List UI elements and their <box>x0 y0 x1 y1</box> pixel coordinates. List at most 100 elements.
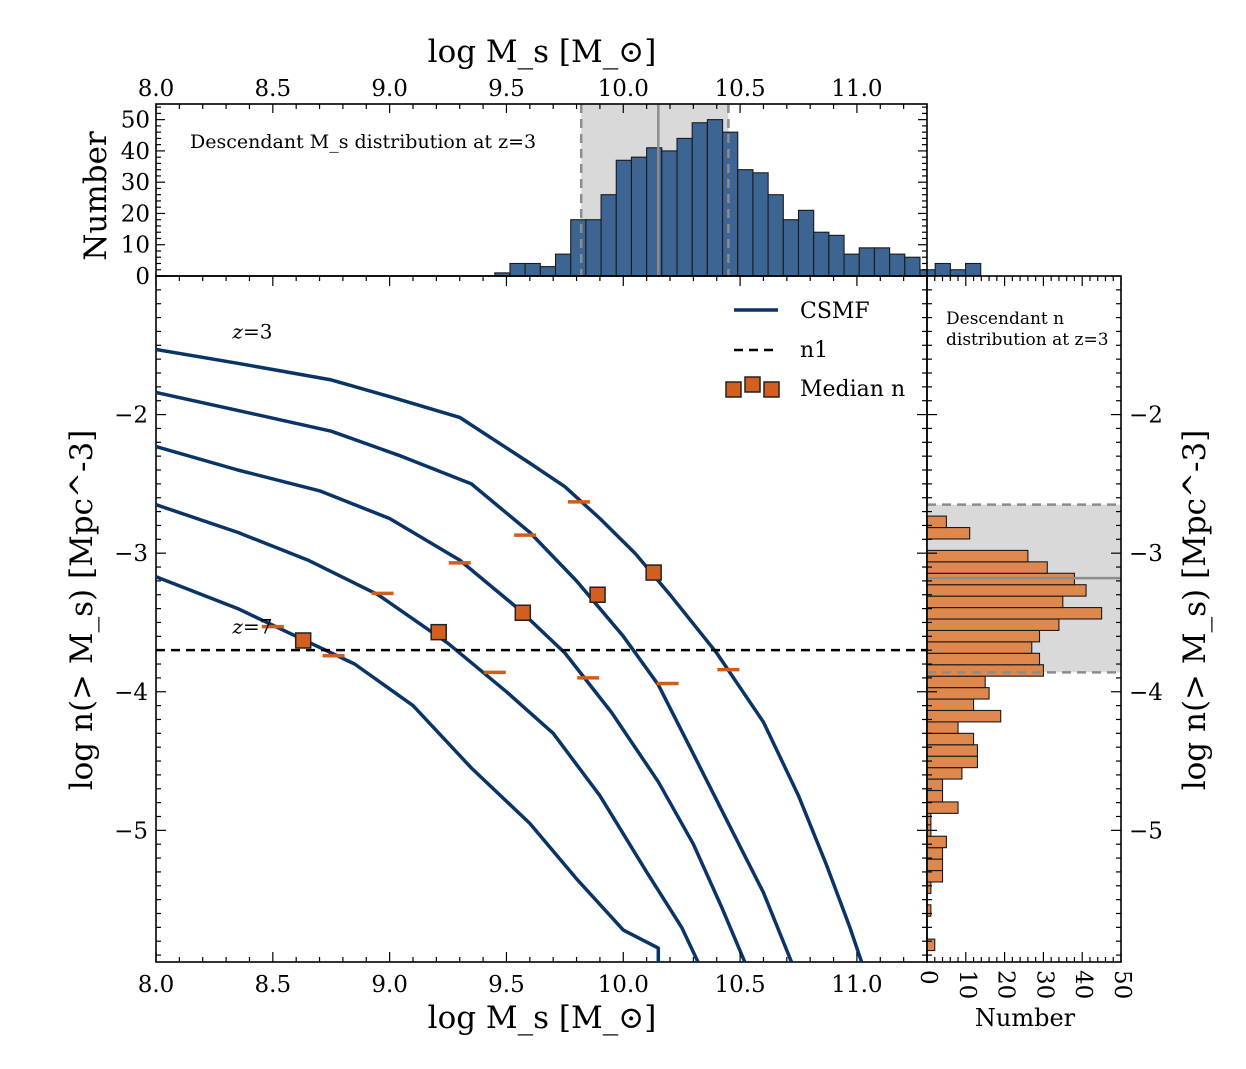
legend: CSMF n1 Median n <box>725 299 905 402</box>
top-hist-bar <box>600 194 617 277</box>
right-y-tick-label: −4 <box>1129 680 1163 706</box>
main-x-tick-label: 9.0 <box>371 972 408 998</box>
right-hist-bar <box>926 732 975 746</box>
top-y-tick-label: 50 <box>121 108 150 134</box>
csmf-curve-2 <box>156 390 794 962</box>
median-n-marker <box>589 586 606 603</box>
top-hist-bar <box>570 219 587 277</box>
right-hist-bar <box>926 789 944 803</box>
top-histogram-panel: 8.0 8.5 9.0 9.5 10.0 10.5 11.0 0 10 20 30 40 50 <box>121 76 982 290</box>
csmf-curve-5 <box>156 575 661 962</box>
top-hist-bar <box>737 169 754 277</box>
top-hist-bar <box>691 122 708 277</box>
top-y-tick-label: 40 <box>121 139 150 165</box>
csmf-curve-1 <box>156 347 864 962</box>
main-x-tick-label: 8.5 <box>255 972 292 998</box>
right-hist-bar <box>926 607 1103 620</box>
right-hist-bar <box>926 629 1041 643</box>
top-hist-bar <box>722 131 739 277</box>
right-y-tick-label: −3 <box>1129 541 1163 567</box>
legend-median-swatch-2 <box>744 376 761 393</box>
main-x-tick-label: 8.0 <box>138 972 175 998</box>
right-hist-bar <box>926 652 1041 666</box>
csmf-curve-4 <box>156 503 700 962</box>
right-y-tick-label: −5 <box>1129 818 1163 844</box>
right-y-tick-label: −2 <box>1129 403 1163 429</box>
median-n-marker <box>645 564 662 581</box>
top-hist-bar <box>752 172 769 277</box>
main-y-tick-label: −4 <box>114 680 148 706</box>
curve-annotation: z=7 <box>231 615 272 639</box>
top-hist-bar <box>828 234 845 277</box>
main-x-tick-label: 11.0 <box>831 972 882 998</box>
top-y-tick-label: 10 <box>121 233 150 259</box>
top-hist-bar <box>524 262 541 277</box>
legend-csmf-label: CSMF <box>800 299 870 324</box>
median-n-marker <box>430 623 447 641</box>
right-hist-bar <box>926 595 1064 609</box>
right-frame <box>926 275 1122 963</box>
legend-n1-label: n1 <box>800 338 828 363</box>
top-hist-bar <box>630 156 648 277</box>
right-panel-title-line2: distribution at z=3 <box>946 330 1109 350</box>
main-clipped-layer <box>156 347 927 962</box>
top-hist-bar <box>934 262 951 277</box>
right-hist-bar <box>926 801 959 814</box>
main-y-axis-label: log n(> M_s) [Mpc^-3] <box>64 430 100 791</box>
right-hist-bar <box>926 561 1048 574</box>
top-x-tick-label: 9.0 <box>371 76 408 102</box>
right-hist-bar <box>926 641 1033 654</box>
right-hist-bar <box>926 526 971 540</box>
right-x-tick-label: 0 <box>915 970 941 985</box>
right-hist-bar <box>926 687 990 700</box>
main-y-tick-label: −5 <box>114 818 148 844</box>
curve-annotation: z=3 <box>231 319 272 343</box>
top-hist-bar <box>964 262 982 277</box>
top-x-axis-label: log M_s [M_⊙] <box>428 34 657 70</box>
top-hist-bar <box>706 119 724 277</box>
top-y-tick-label: 20 <box>121 201 150 227</box>
main-x-tick-label: 10.5 <box>714 972 765 998</box>
legend-median-swatch-1 <box>725 381 742 398</box>
right-hist-bar <box>926 847 944 860</box>
right-hist-bar <box>926 835 947 849</box>
top-hist-bar <box>949 269 967 277</box>
right-hist-bar <box>926 744 978 757</box>
main-x-tick-label: 9.5 <box>488 972 525 998</box>
top-x-tick-label: 11.0 <box>831 76 882 102</box>
top-hist-bar <box>813 231 830 277</box>
top-hist-bar <box>889 253 906 277</box>
right-x-tick-label: 50 <box>1109 970 1135 999</box>
right-hist-bar <box>926 767 963 780</box>
top-y-tick-label: 0 <box>135 264 150 290</box>
top-panel-title: Descendant M_s distribution at z=3 <box>190 131 536 153</box>
right-hist-bar <box>926 698 975 712</box>
legend-median-swatch-3 <box>763 381 780 398</box>
right-hist-bar <box>926 618 1060 631</box>
right-histogram-panel: 0 10 20 30 40 50 −2 −3 −4 −5 <box>915 275 1163 999</box>
top-hist-bar <box>554 253 572 277</box>
right-hist-bar <box>926 664 1044 677</box>
csmf-curve-3 <box>156 444 747 962</box>
right-x-axis-label: Number <box>975 1004 1076 1032</box>
median-n-marker <box>514 604 532 622</box>
top-hist-bar <box>676 137 693 277</box>
right-x-tick-label: 20 <box>993 970 1019 999</box>
top-hist-bar <box>782 219 800 277</box>
legend-median-label: Median n <box>800 377 905 402</box>
main-y-tick-label: −2 <box>114 403 148 429</box>
right-hist-bar <box>926 675 986 689</box>
right-hist-bar <box>926 709 1002 723</box>
right-hist-bar <box>926 721 959 734</box>
right-hist-bar <box>926 858 944 872</box>
top-hist-bar <box>767 194 784 277</box>
top-x-tick-label: 9.5 <box>488 76 525 102</box>
top-x-tick-label: 8.5 <box>255 76 292 102</box>
top-y-axis-label: Number <box>78 131 114 261</box>
main-plot-panel: z=3 z=7 8.0 8.5 9.0 9.5 10.0 10.5 11.0 −2 −3 −4 −5 <box>114 275 928 998</box>
top-hist-bar <box>661 150 678 277</box>
top-hist-bar <box>585 219 602 277</box>
right-hist-bar <box>926 755 978 769</box>
top-hist-bar <box>904 256 921 277</box>
